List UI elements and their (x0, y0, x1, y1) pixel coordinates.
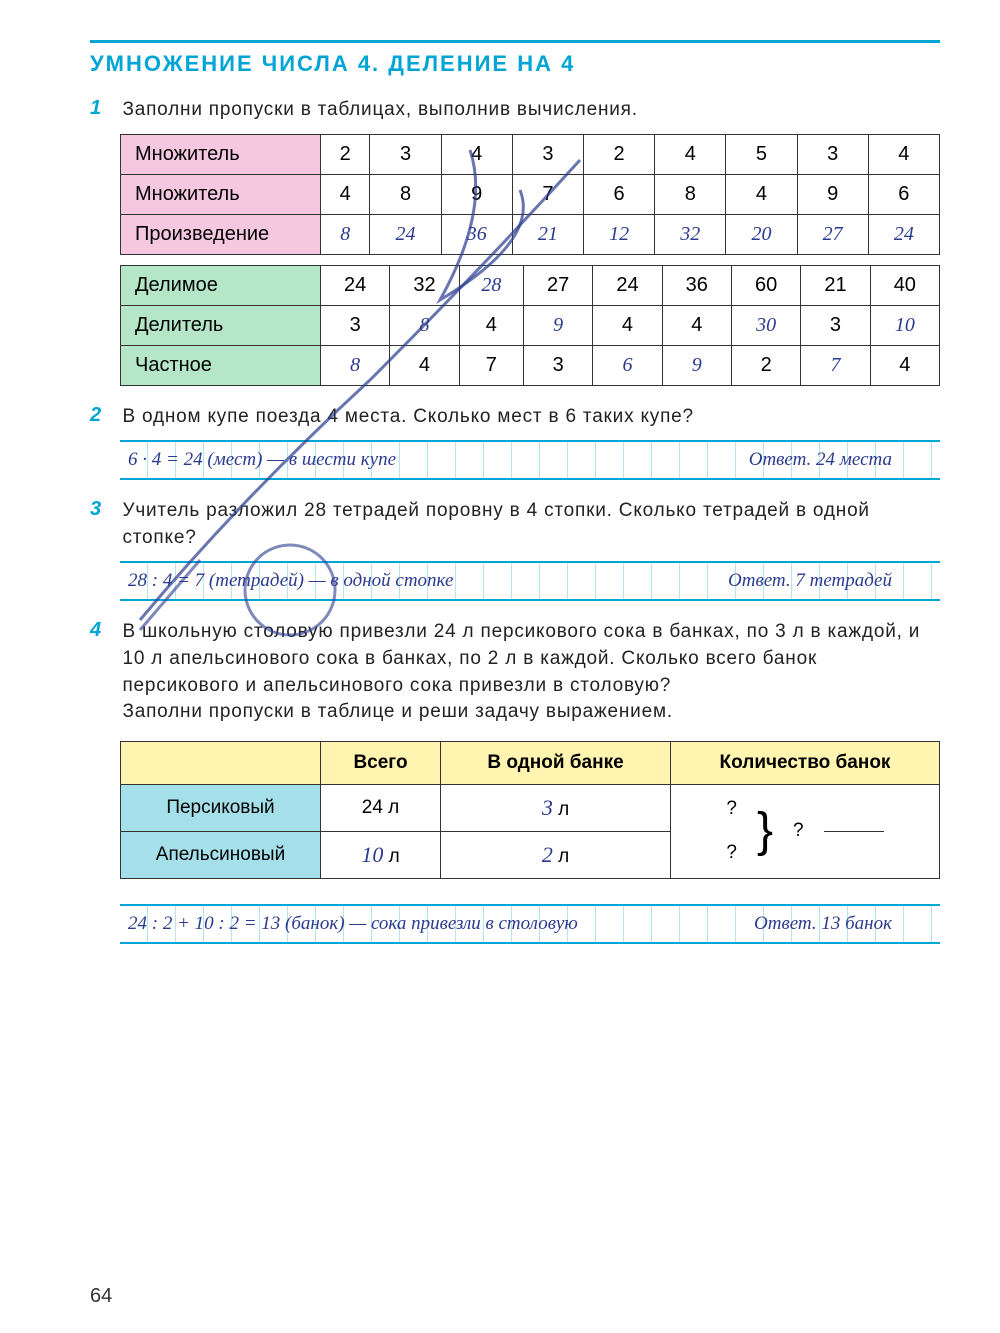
problem-number: 3 (90, 498, 118, 521)
problem-text: Заполни пропуски в таблицах, выполнив вы… (122, 97, 922, 124)
top-rule (90, 40, 940, 43)
page-number: 64 (90, 1285, 112, 1308)
problem-text: Учитель разложил 28 тетрадей поровну в 4… (122, 498, 922, 551)
answer-row: 28 : 4 = 7 (тетрадей) — в одной стопке О… (120, 561, 940, 601)
cell: 10 л (321, 831, 441, 878)
work: 6 · 4 = 24 (мест) — в шести купе (128, 449, 396, 471)
answer: Ответ. 13 банок (754, 913, 892, 935)
row-label: Произведение (121, 214, 321, 254)
col-header: В одной банке (441, 741, 671, 784)
juice-table: Всего В одной банке Количество банок Пер… (120, 741, 940, 879)
problem-text: В одном купе поезда 4 места. Сколько мес… (122, 404, 922, 431)
cell: 2 л (441, 831, 671, 878)
col-header (121, 741, 321, 784)
problem-number: 4 (90, 619, 118, 642)
problem-3: 3 Учитель разложил 28 тетрадей поровну в… (90, 498, 940, 551)
row-label: Множитель (121, 134, 321, 174)
row-label: Персиковый (121, 784, 321, 831)
problem-2: 2 В одном купе поезда 4 места. Сколько м… (90, 404, 940, 431)
problem-1: 1 Заполни пропуски в таблицах, выполнив … (90, 97, 940, 124)
row-label: Делитель (121, 305, 321, 345)
row-label: Делимое (121, 265, 321, 305)
problem-4: 4 В школьную столовую привезли 24 л перс… (90, 619, 940, 725)
cell: 24 л (321, 784, 441, 831)
qty-brace-cell: ? ? } ? (671, 784, 940, 878)
answer: Ответ. 24 места (749, 449, 892, 471)
problem-number: 2 (90, 404, 118, 427)
answer: Ответ. 7 тетрадей (728, 570, 892, 592)
row-label: Множитель (121, 174, 321, 214)
division-table: Делимое 24 32 28 27 24 36 60 21 40 Делит… (120, 265, 940, 386)
problem-number: 1 (90, 97, 118, 120)
row-label: Апельсиновый (121, 831, 321, 878)
workbook-page: УМНОЖЕНИЕ ЧИСЛА 4. ДЕЛЕНИЕ НА 4 1 Заполн… (0, 0, 1000, 1333)
section-title: УМНОЖЕНИЕ ЧИСЛА 4. ДЕЛЕНИЕ НА 4 (90, 51, 940, 77)
work: 28 : 4 = 7 (тетрадей) — в одной стопке (128, 570, 453, 592)
answer-row: 6 · 4 = 24 (мест) — в шести купе Ответ. … (120, 440, 940, 480)
work: 24 : 2 + 10 : 2 = 13 (банок) — сока прив… (128, 913, 578, 935)
row-label: Частное (121, 345, 321, 385)
multiplication-table: Множитель 2 3 4 3 2 4 5 3 4 Множитель 4 … (120, 134, 940, 255)
cell: 3 л (441, 784, 671, 831)
answer-row: 24 : 2 + 10 : 2 = 13 (банок) — сока прив… (120, 904, 940, 944)
problem-text: В школьную столовую привезли 24 л персик… (122, 619, 922, 725)
col-header: Всего (321, 741, 441, 784)
col-header: Количество банок (671, 741, 940, 784)
